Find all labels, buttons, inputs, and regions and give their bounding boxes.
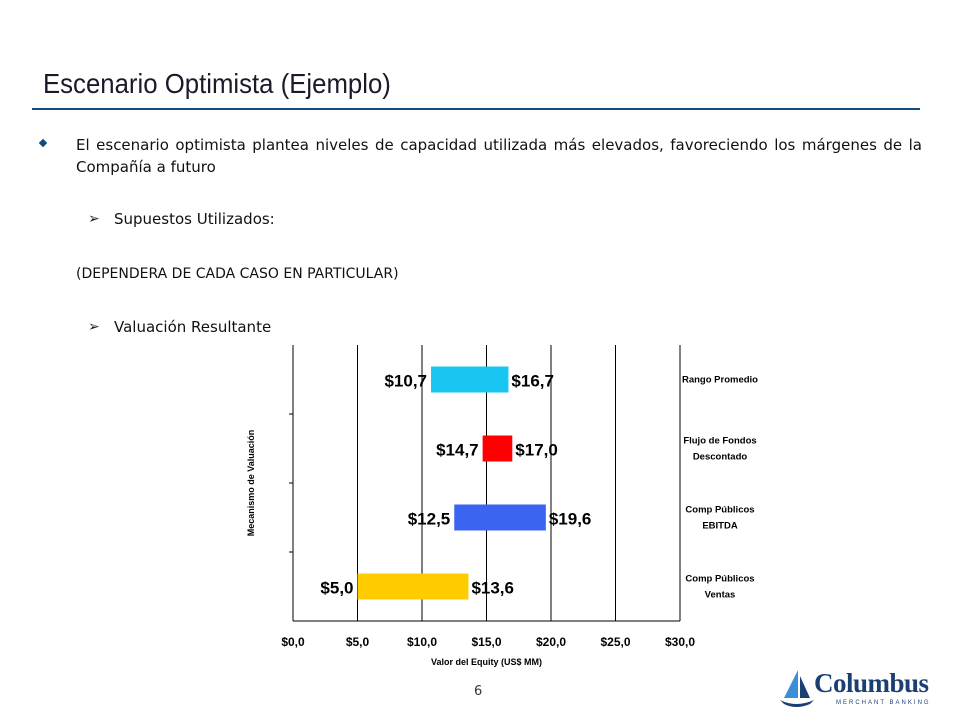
arrow-bullet-icon: ➢ <box>88 211 100 227</box>
logo-wordmark: Columbus <box>814 668 929 698</box>
x-tick-label: $0,0 <box>281 635 305 649</box>
logo-subtext: MERCHANT BANKING <box>836 700 931 706</box>
category-label: Flujo de Fondos <box>683 436 756 447</box>
sub-bullet-assumptions: Supuestos Utilizados: <box>114 210 275 228</box>
bullet-diamond-icon <box>38 138 48 148</box>
assumptions-note: (DEPENDERA DE CADA CASO EN PARTICULAR) <box>76 266 399 282</box>
arrow-bullet-icon: ➢ <box>88 319 100 335</box>
x-tick-label: $20,0 <box>536 635 566 649</box>
company-logo: Columbus MERCHANT BANKING <box>776 664 936 712</box>
high-value-label: $16,7 <box>511 372 554 391</box>
bullet-item: El escenario optimista plantea niveles d… <box>38 134 922 178</box>
valuation-range-chart: $0,0 $5,0 $10,0 $15,0 $20,0 $25,0 $30,0 Valor d… <box>246 345 758 667</box>
low-value-label: $10,7 <box>384 372 427 391</box>
page-number: 6 <box>474 684 483 699</box>
bullet-text: El escenario optimista plantea niveles d… <box>76 136 922 176</box>
range-bar <box>357 573 469 600</box>
x-tick-label: $10,0 <box>407 635 437 649</box>
slide-title: Escenario Optimista (Ejemplo) <box>43 68 391 99</box>
x-tick-label: $25,0 <box>600 635 630 649</box>
range-bar <box>431 366 509 393</box>
range-bar <box>454 504 546 531</box>
category-label: EBITDA <box>702 521 738 532</box>
title-underline <box>32 108 920 110</box>
sub-bullet-valuation: Valuación Resultante <box>114 318 272 336</box>
low-value-label: $12,5 <box>408 510 451 529</box>
range-bar <box>482 435 513 462</box>
x-tick-label: $5,0 <box>346 635 370 649</box>
high-value-label: $19,6 <box>549 510 592 529</box>
category-label: Ventas <box>705 590 736 601</box>
x-tick-label: $15,0 <box>471 635 501 649</box>
category-label: Comp Públicos <box>685 505 754 516</box>
y-axis-title: Mecanismo de Valuación <box>246 430 256 537</box>
category-label: Rango Promedio <box>682 375 758 386</box>
low-value-label: $5,0 <box>320 579 353 598</box>
low-value-label: $14,7 <box>436 441 479 460</box>
category-label: Comp Públicos <box>685 574 754 585</box>
x-tick-label: $30,0 <box>665 635 695 649</box>
category-label: Descontado <box>693 452 748 463</box>
x-axis-title: Valor del Equity (US$ MM) <box>431 657 542 667</box>
ship-logo-icon <box>780 670 814 707</box>
high-value-label: $13,6 <box>471 579 514 598</box>
high-value-label: $17,0 <box>515 441 558 460</box>
